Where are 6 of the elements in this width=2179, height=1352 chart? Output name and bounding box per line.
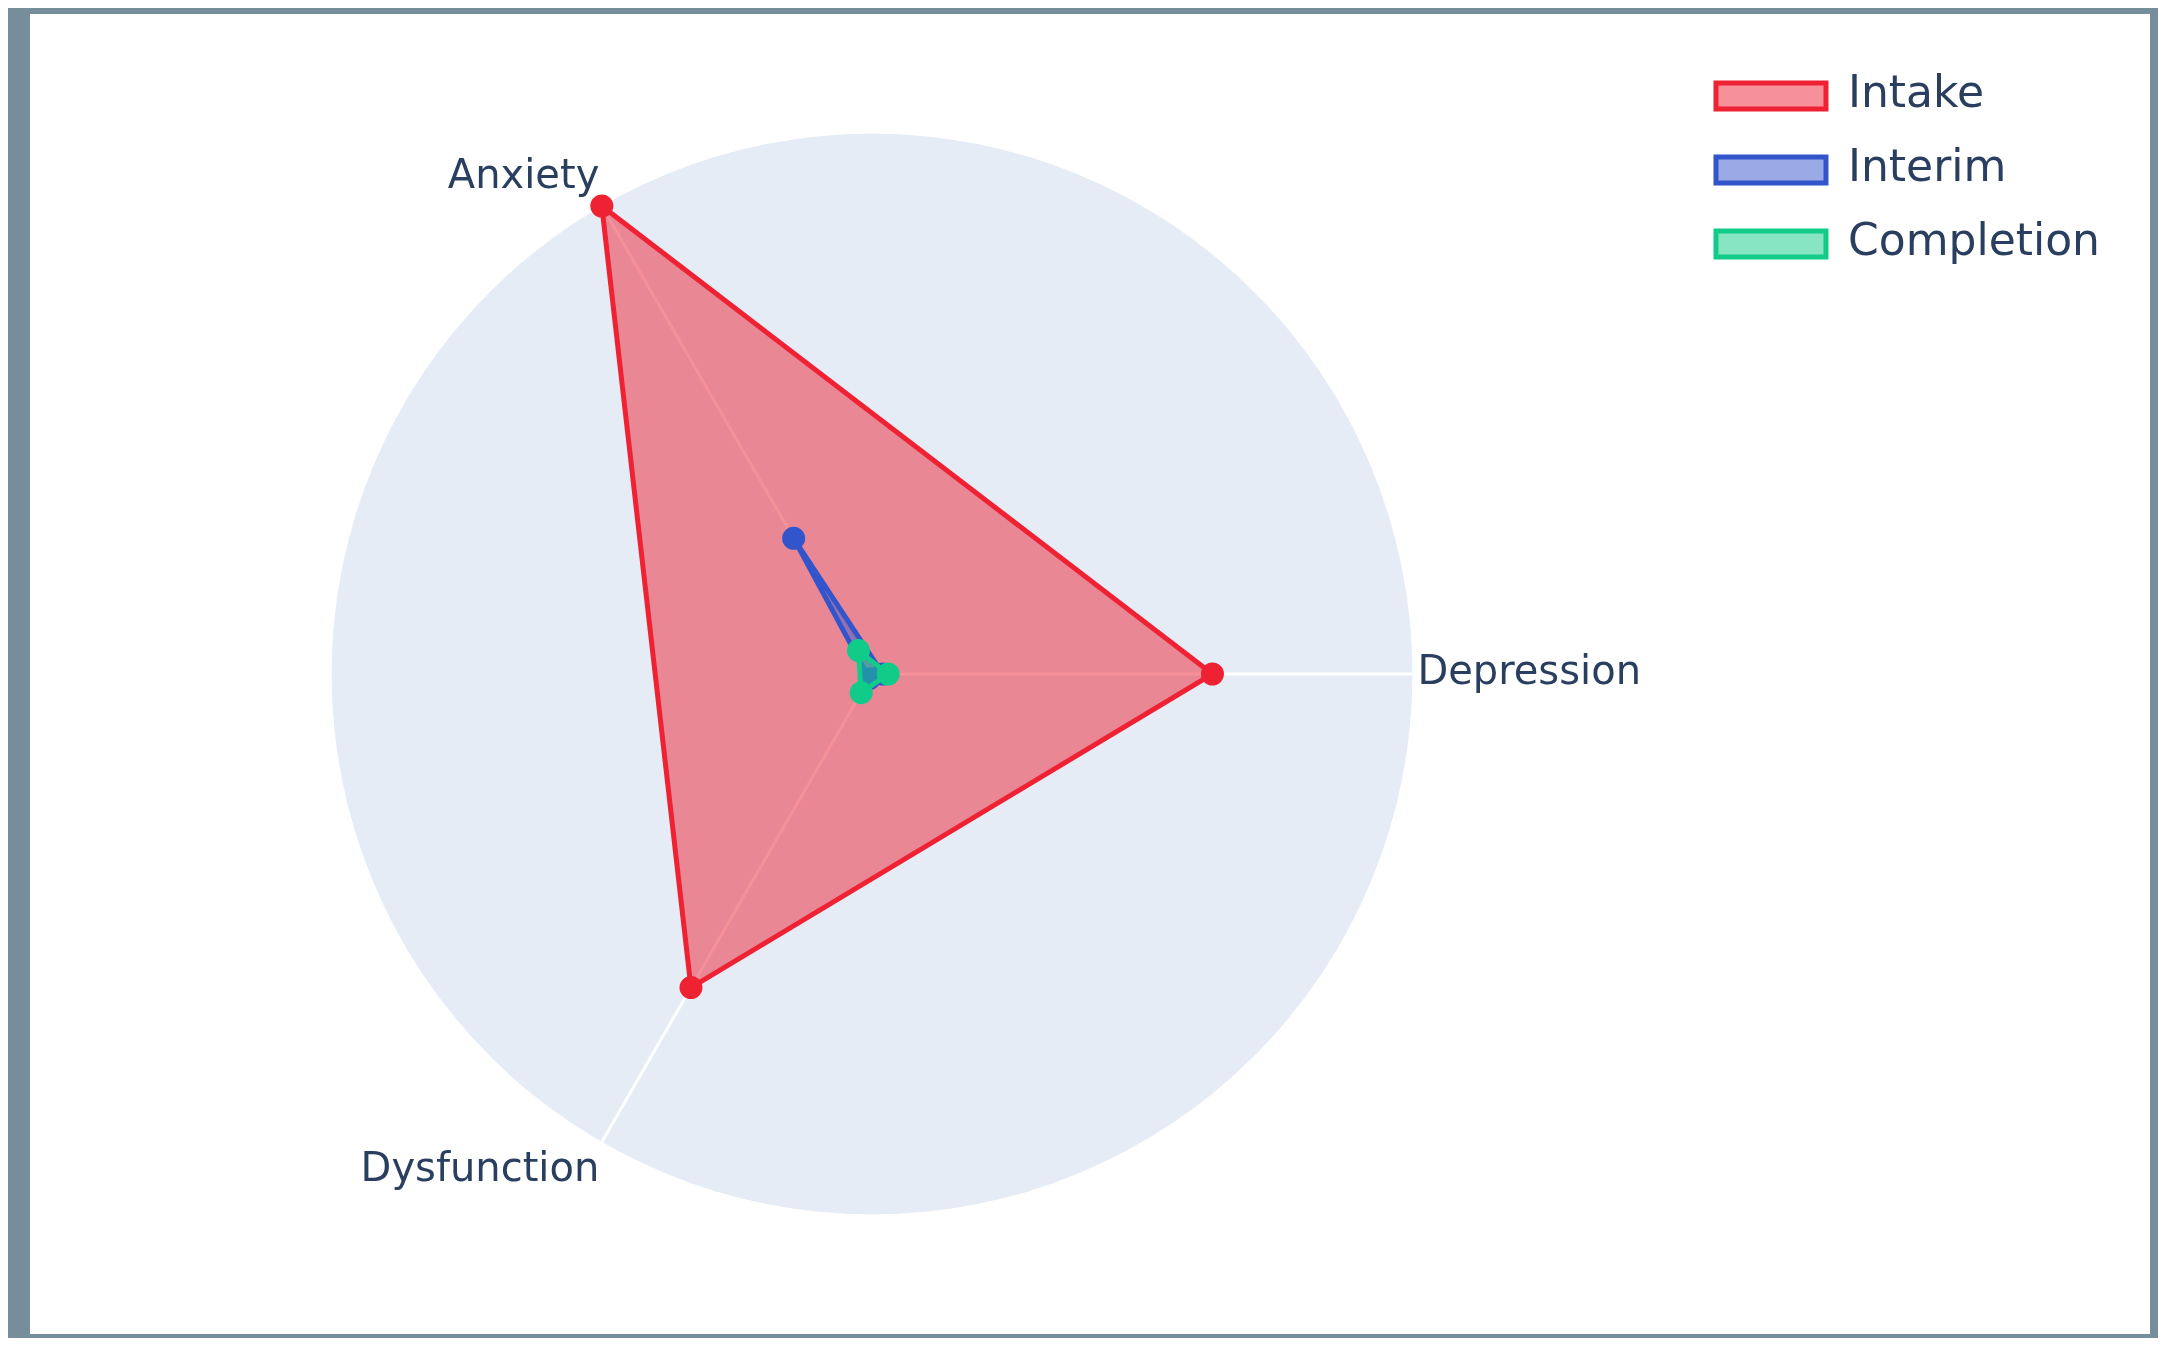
spoke-label: Anxiety — [447, 151, 600, 198]
legend-label: Interim — [1847, 140, 2007, 192]
legend-label: Completion — [1847, 214, 2100, 266]
spoke-label: Dysfunction — [360, 1143, 600, 1190]
legend-label: Intake — [1847, 66, 1985, 118]
spoke-label: Depression — [1417, 647, 1641, 694]
